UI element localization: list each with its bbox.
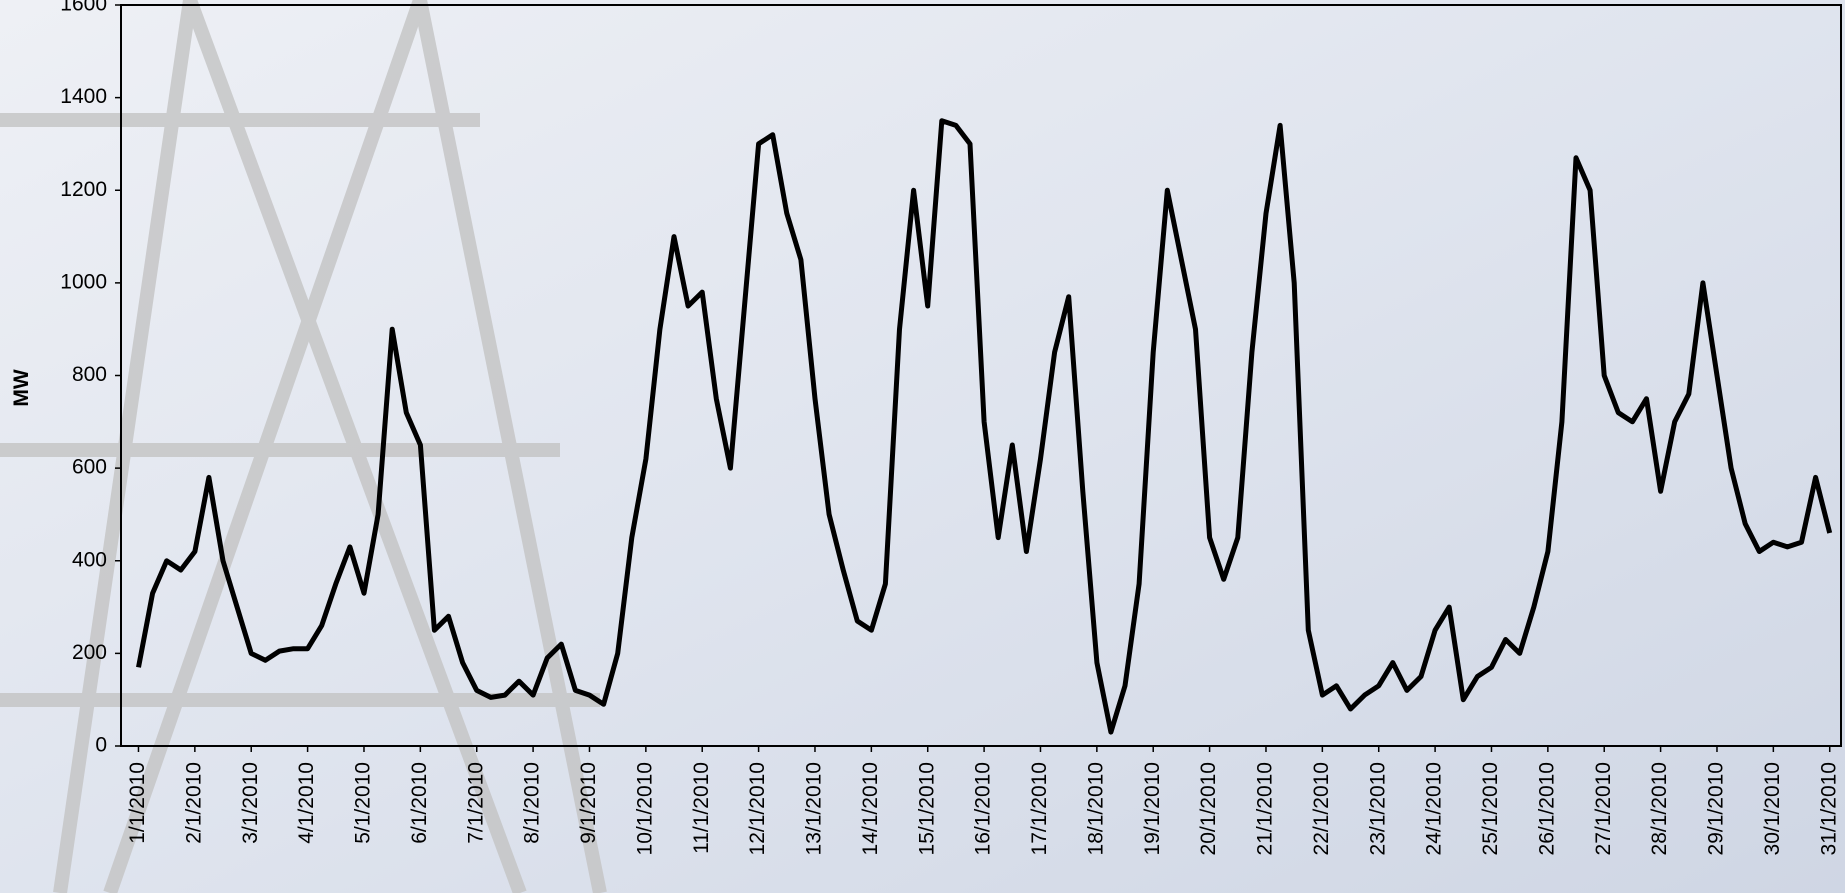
x-tick-label: 6/1/2010 bbox=[408, 762, 431, 844]
x-tick-label: 18/1/2010 bbox=[1084, 762, 1107, 855]
y-tick-label: 1200 bbox=[60, 178, 107, 201]
x-tick-label: 2/1/2010 bbox=[182, 762, 205, 844]
x-tick-label: 7/1/2010 bbox=[464, 762, 487, 844]
x-tick-label: 15/1/2010 bbox=[915, 762, 938, 855]
x-tick-label: 12/1/2010 bbox=[746, 762, 769, 855]
y-tick-label: 0 bbox=[95, 734, 107, 757]
x-tick-label: 26/1/2010 bbox=[1535, 762, 1558, 855]
x-tick-label: 11/1/2010 bbox=[690, 762, 713, 854]
x-tick-label: 28/1/2010 bbox=[1648, 762, 1671, 855]
x-tick-label: 27/1/2010 bbox=[1592, 762, 1615, 855]
y-tick-label: 1400 bbox=[60, 85, 107, 108]
x-tick-label: 23/1/2010 bbox=[1366, 762, 1389, 855]
y-tick-label: 200 bbox=[72, 641, 107, 664]
y-tick-label: 1000 bbox=[60, 270, 107, 293]
x-tick-label: 4/1/2010 bbox=[295, 762, 318, 844]
x-tick-label: 24/1/2010 bbox=[1423, 762, 1446, 855]
x-tick-label: 25/1/2010 bbox=[1479, 762, 1502, 855]
y-tick-label: 600 bbox=[72, 456, 107, 479]
x-tick-label: 10/1/2010 bbox=[633, 762, 656, 855]
x-tick-label: 17/1/2010 bbox=[1028, 762, 1051, 855]
x-tick-label: 16/1/2010 bbox=[972, 762, 995, 855]
x-tick-label: 21/1/2010 bbox=[1254, 762, 1277, 855]
x-tick-label: 30/1/2010 bbox=[1761, 762, 1784, 855]
data-line bbox=[136, 118, 1833, 735]
x-tick-label: 5/1/2010 bbox=[352, 762, 375, 844]
x-tick-label: 8/1/2010 bbox=[521, 762, 544, 844]
x-tick-label: 20/1/2010 bbox=[1197, 762, 1220, 855]
x-tick-label: 29/1/2010 bbox=[1705, 762, 1728, 855]
x-tick-label: 31/1/2010 bbox=[1817, 762, 1840, 855]
x-tick-label: 22/1/2010 bbox=[1310, 762, 1333, 855]
x-tick-label: 14/1/2010 bbox=[859, 762, 882, 855]
y-tick-label: 400 bbox=[72, 548, 107, 571]
y-tick-label: 1600 bbox=[60, 0, 107, 16]
x-tick-label: 1/1/2010 bbox=[126, 762, 149, 844]
tower-decoration bbox=[0, 0, 607, 893]
x-tick-label: 19/1/2010 bbox=[1141, 762, 1164, 855]
y-axis-label: MW bbox=[10, 369, 33, 406]
x-tick-label: 9/1/2010 bbox=[577, 762, 600, 844]
x-tick-label: 3/1/2010 bbox=[239, 762, 262, 844]
y-tick-label: 800 bbox=[72, 363, 107, 386]
x-tick-label: 13/1/2010 bbox=[803, 762, 826, 855]
